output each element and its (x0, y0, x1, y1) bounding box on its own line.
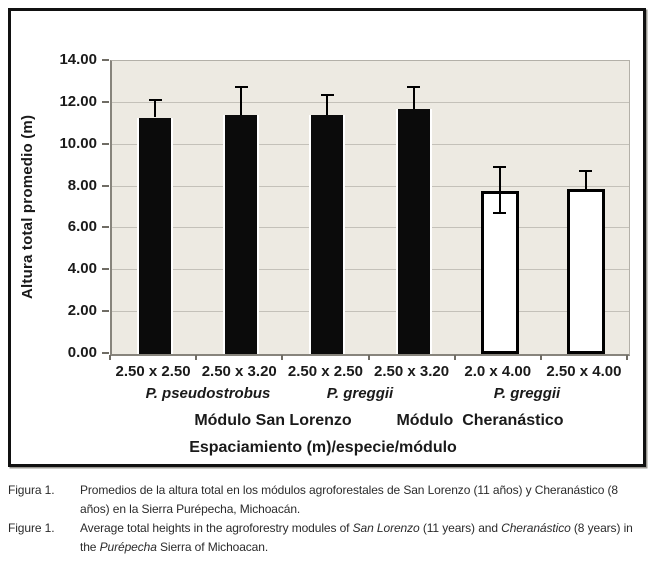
x-axis-tick-marks (109, 355, 628, 361)
caption-italic-term: San Lorenzo (352, 521, 420, 535)
caption-text-segment: (11 years) and (419, 521, 502, 535)
y-tick-mark (102, 142, 109, 145)
species-label: P. pseudostrobus (145, 385, 271, 402)
caption-italic-term: Purépecha (99, 540, 157, 554)
caption-text-segment: (8 years) in the (80, 521, 633, 554)
y-tick-mark (102, 268, 109, 271)
x-tick-label: 2.50 x 2.50 (115, 363, 191, 380)
error-bar-cap-top (148, 98, 162, 101)
y-tick-mark (102, 226, 109, 229)
gridline (112, 311, 629, 313)
bar-1 (139, 117, 172, 354)
caption-es-text: Promedios de la altura total en los módu… (80, 483, 618, 516)
y-tick-mark (102, 352, 109, 354)
gridline (112, 269, 629, 271)
y-tick-mark (102, 184, 109, 187)
y-axis: 0.00 2.00 4.00 6.00 8.00 10.00 12.00 14.00 (11, 51, 110, 361)
error-bar-line (240, 86, 243, 116)
y-tick-mark (102, 100, 109, 103)
caption-en-text: Average total heights in the agroforestr… (80, 521, 633, 554)
caption-es: Figura 1. Promedios de la altura total en… (8, 481, 648, 519)
x-tick-mark (109, 355, 111, 360)
x-tick-mark (539, 355, 542, 360)
y-tick-label: 10.00 (59, 134, 97, 152)
caption-text-segment: Average total heights in the agroforestr… (80, 521, 353, 535)
error-bar-line (498, 165, 501, 214)
y-tick-label: 14.00 (59, 51, 97, 68)
species-label-row: P. pseudostrobus P. greggii P. greggii (110, 385, 627, 403)
x-tick-label: 2.50 x 2.50 (287, 363, 363, 380)
caption-en-label: Figure 1. (8, 521, 55, 535)
x-tick-mark (453, 355, 456, 360)
x-tick-mark (367, 355, 370, 360)
y-tick-mark (102, 310, 109, 313)
error-bar-cap-bottom (493, 211, 507, 214)
bar-6 (566, 188, 605, 354)
error-bar-line (154, 98, 157, 118)
module-label: Módulo Cheranástico (396, 412, 564, 429)
bar-4 (397, 109, 430, 354)
species-label: P. greggii (493, 385, 561, 402)
caption-es-label: Figura 1. (8, 483, 55, 497)
y-tick-label: 6.00 (67, 218, 97, 236)
error-bar-line (326, 94, 329, 116)
y-tick-label: 8.00 (67, 176, 97, 194)
species-label: P. greggii (326, 385, 394, 402)
bar-2 (225, 115, 258, 354)
error-bar-line (412, 86, 415, 110)
error-bar-cap-top (493, 165, 507, 168)
bar-3 (311, 115, 344, 354)
x-axis-tick-label-row: 2.50 x 2.50 2.50 x 3.20 2.50 x 2.50 2.50 x … (110, 363, 627, 383)
caption-text-segment: Sierra of Michoacan. (156, 540, 269, 554)
error-bar-cap-top (407, 86, 421, 89)
y-tick-label: 12.00 (59, 92, 97, 110)
x-tick-label: 2.50 x 3.20 (374, 363, 450, 380)
x-tick-label: 2.0 x 4.00 (464, 363, 532, 380)
error-bar-cap-top (579, 169, 593, 172)
caption-italic-term: Cheranástico (501, 521, 571, 535)
figure-frame: Altura total promedio (m) 0.00 2.00 4.00 6.… (8, 8, 646, 467)
x-axis-title: Espaciamiento (m)/especie/módulo (189, 439, 457, 456)
caption-en: Figure 1. Average total heights in the ag… (8, 519, 648, 557)
y-tick-label: 4.00 (67, 260, 97, 278)
x-tick-mark (195, 355, 198, 360)
bar-5 (480, 190, 519, 354)
figure-caption: Figura 1. Promedios de la altura total en… (8, 481, 648, 557)
x-tick-label: 2.50 x 4.00 (546, 363, 622, 380)
error-bar-cap-top (320, 94, 334, 97)
gridline (112, 143, 629, 145)
module-label: Módulo San Lorenzo (194, 412, 352, 429)
x-tick-mark (626, 355, 628, 360)
y-tick-label: 0.00 (67, 344, 97, 361)
gridline (112, 101, 629, 103)
x-tick-label: 2.50 x 3.20 (201, 363, 277, 380)
error-bar-line (584, 169, 587, 189)
error-bar-cap-top (234, 86, 248, 89)
x-tick-mark (281, 355, 284, 360)
plot-area (110, 60, 630, 356)
gridline (112, 185, 629, 187)
y-tick-label: 2.00 (67, 302, 97, 320)
caption-text-segment: Promedios de la altura total en los módu… (80, 483, 618, 516)
gridline (112, 227, 629, 229)
module-label-row: Módulo San Lorenzo Módulo Cheranástico (110, 412, 627, 432)
y-tick-mark (102, 59, 109, 61)
